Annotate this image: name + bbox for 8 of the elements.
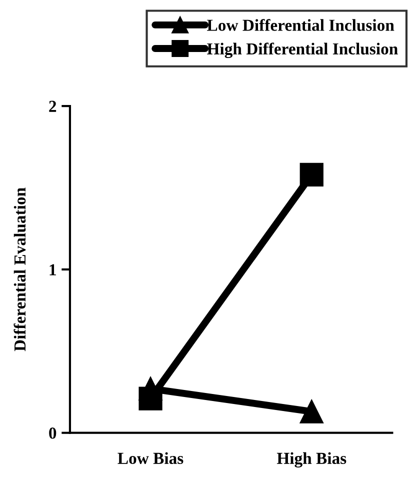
legend-label: Low Differential Inclusion [207,19,394,31]
y-tick-label: 0 [49,428,56,439]
y-axis-title: Differential Evaluation [14,188,26,352]
x-tick-label: High Bias [276,452,346,468]
y-tick-label: 2 [49,100,56,112]
x-tick-label: Low Bias [118,452,184,464]
legend-label: High Differential Inclusion [207,42,398,58]
y-tick-label: 1 [50,264,56,276]
